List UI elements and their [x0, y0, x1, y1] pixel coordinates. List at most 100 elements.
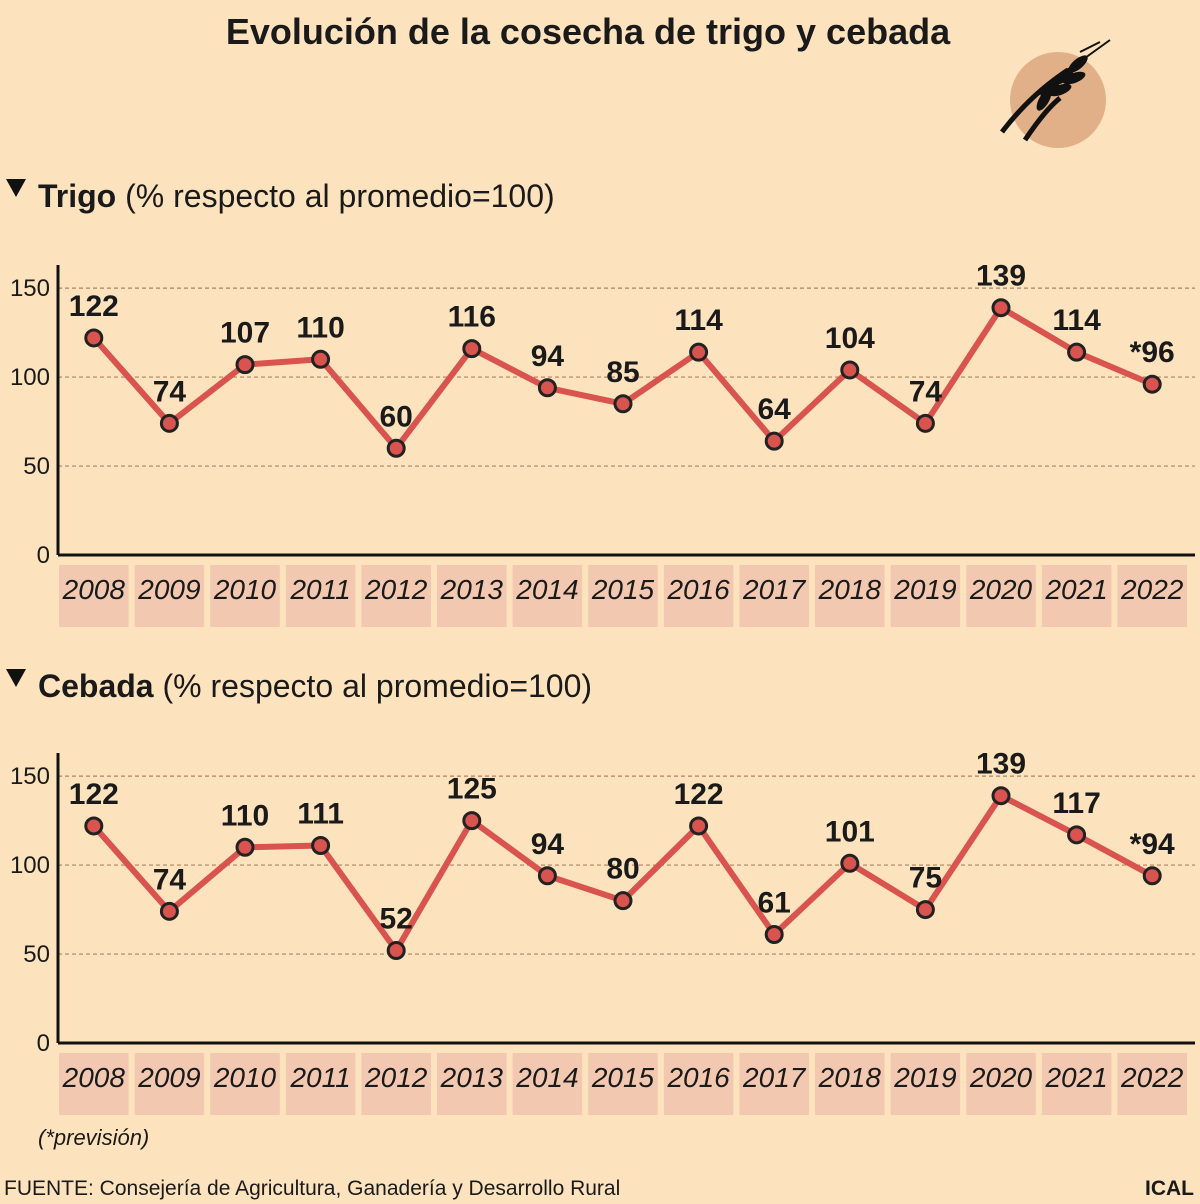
value-label: 117 — [1052, 787, 1100, 820]
category-box — [512, 565, 583, 627]
x-tick-label: 2022 — [1120, 1062, 1184, 1093]
point — [840, 360, 860, 380]
y-tick-label: 150 — [10, 275, 50, 302]
point — [462, 811, 482, 831]
x-tick-label: 2016 — [666, 574, 730, 605]
category-box — [134, 565, 205, 627]
point — [764, 431, 784, 451]
point — [537, 378, 557, 398]
category-box — [1041, 565, 1112, 627]
point — [991, 298, 1011, 318]
x-tick-label: 2017 — [742, 1062, 807, 1093]
chart-header: Trigo (% respecto al promedio=100) — [38, 178, 555, 214]
value-label: 139 — [976, 260, 1026, 293]
value-label: 139 — [976, 748, 1026, 781]
x-tick-label: 2021 — [1044, 1062, 1107, 1093]
value-label: 114 — [1052, 304, 1101, 337]
y-tick-label: 100 — [10, 852, 50, 879]
value-label: 74 — [153, 375, 187, 408]
value-label: 104 — [825, 322, 875, 355]
point — [159, 901, 179, 921]
value-label: 94 — [531, 340, 565, 373]
x-tick-label: 2019 — [893, 1062, 956, 1093]
chart-title: Cebada — [38, 668, 154, 704]
category-box — [890, 565, 961, 627]
category-box — [59, 1053, 129, 1115]
x-tick-label: 2011 — [289, 1062, 350, 1093]
point — [159, 413, 179, 433]
point — [991, 786, 1011, 806]
category-box — [361, 1053, 431, 1115]
x-tick-label: 2014 — [515, 1062, 578, 1093]
category-box — [1117, 565, 1187, 627]
x-tick-label: 2013 — [440, 1062, 504, 1093]
point — [915, 413, 935, 433]
x-tick-label: 2009 — [137, 1062, 200, 1093]
point — [840, 853, 860, 873]
value-label: 107 — [220, 317, 270, 350]
category-box — [966, 565, 1036, 627]
x-tick-label: 2008 — [62, 574, 126, 605]
value-label: 125 — [447, 773, 497, 806]
category-box — [739, 1053, 809, 1115]
x-tick-label: 2014 — [515, 574, 578, 605]
category-box — [210, 565, 280, 627]
x-tick-label: 2013 — [440, 574, 504, 605]
value-label: *94 — [1130, 828, 1175, 861]
value-label: 61 — [758, 886, 791, 919]
value-label: 114 — [674, 304, 723, 337]
chart-title: Trigo — [38, 178, 116, 214]
category-box — [739, 565, 809, 627]
x-tick-label: 2018 — [818, 574, 882, 605]
category-box — [966, 1053, 1036, 1115]
point — [235, 837, 255, 857]
point — [311, 836, 331, 856]
category-box — [588, 1053, 658, 1115]
x-tick-label: 2022 — [1120, 574, 1184, 605]
point — [84, 328, 104, 348]
value-label: 94 — [531, 828, 565, 861]
category-box — [134, 1053, 205, 1115]
value-label: 52 — [380, 902, 413, 935]
value-label: 64 — [758, 393, 792, 426]
value-label: 85 — [606, 356, 639, 389]
x-tick-label: 2021 — [1044, 574, 1107, 605]
point — [1142, 374, 1162, 394]
value-label: 74 — [909, 375, 943, 408]
x-tick-label: 2020 — [969, 1062, 1033, 1093]
category-box — [361, 565, 431, 627]
point — [689, 816, 709, 836]
value-label: 116 — [448, 301, 496, 334]
point — [462, 339, 482, 359]
point — [915, 900, 935, 920]
point — [84, 816, 104, 836]
category-box — [437, 1053, 507, 1115]
point — [311, 349, 331, 369]
value-label: 122 — [69, 290, 119, 323]
category-box — [890, 1053, 961, 1115]
point — [613, 891, 633, 911]
point — [537, 866, 557, 886]
value-label: 122 — [69, 778, 119, 811]
x-tick-label: 2010 — [213, 1062, 277, 1093]
point — [1067, 825, 1087, 845]
point — [235, 355, 255, 375]
x-tick-label: 2016 — [666, 1062, 730, 1093]
value-label: *96 — [1130, 336, 1175, 369]
x-tick-label: 2012 — [364, 574, 428, 605]
value-label: 60 — [380, 400, 413, 433]
category-box — [512, 1053, 583, 1115]
category-box — [1041, 1053, 1112, 1115]
x-tick-label: 2009 — [137, 574, 200, 605]
x-tick-label: 2012 — [364, 1062, 428, 1093]
point — [764, 924, 784, 944]
x-tick-label: 2015 — [591, 1062, 655, 1093]
note: (*previsión) — [38, 1125, 149, 1150]
x-tick-label: 2018 — [818, 1062, 882, 1093]
x-tick-label: 2019 — [893, 574, 956, 605]
y-tick-label: 150 — [10, 763, 50, 790]
value-label: 111 — [297, 798, 344, 831]
header-marker — [6, 179, 26, 197]
